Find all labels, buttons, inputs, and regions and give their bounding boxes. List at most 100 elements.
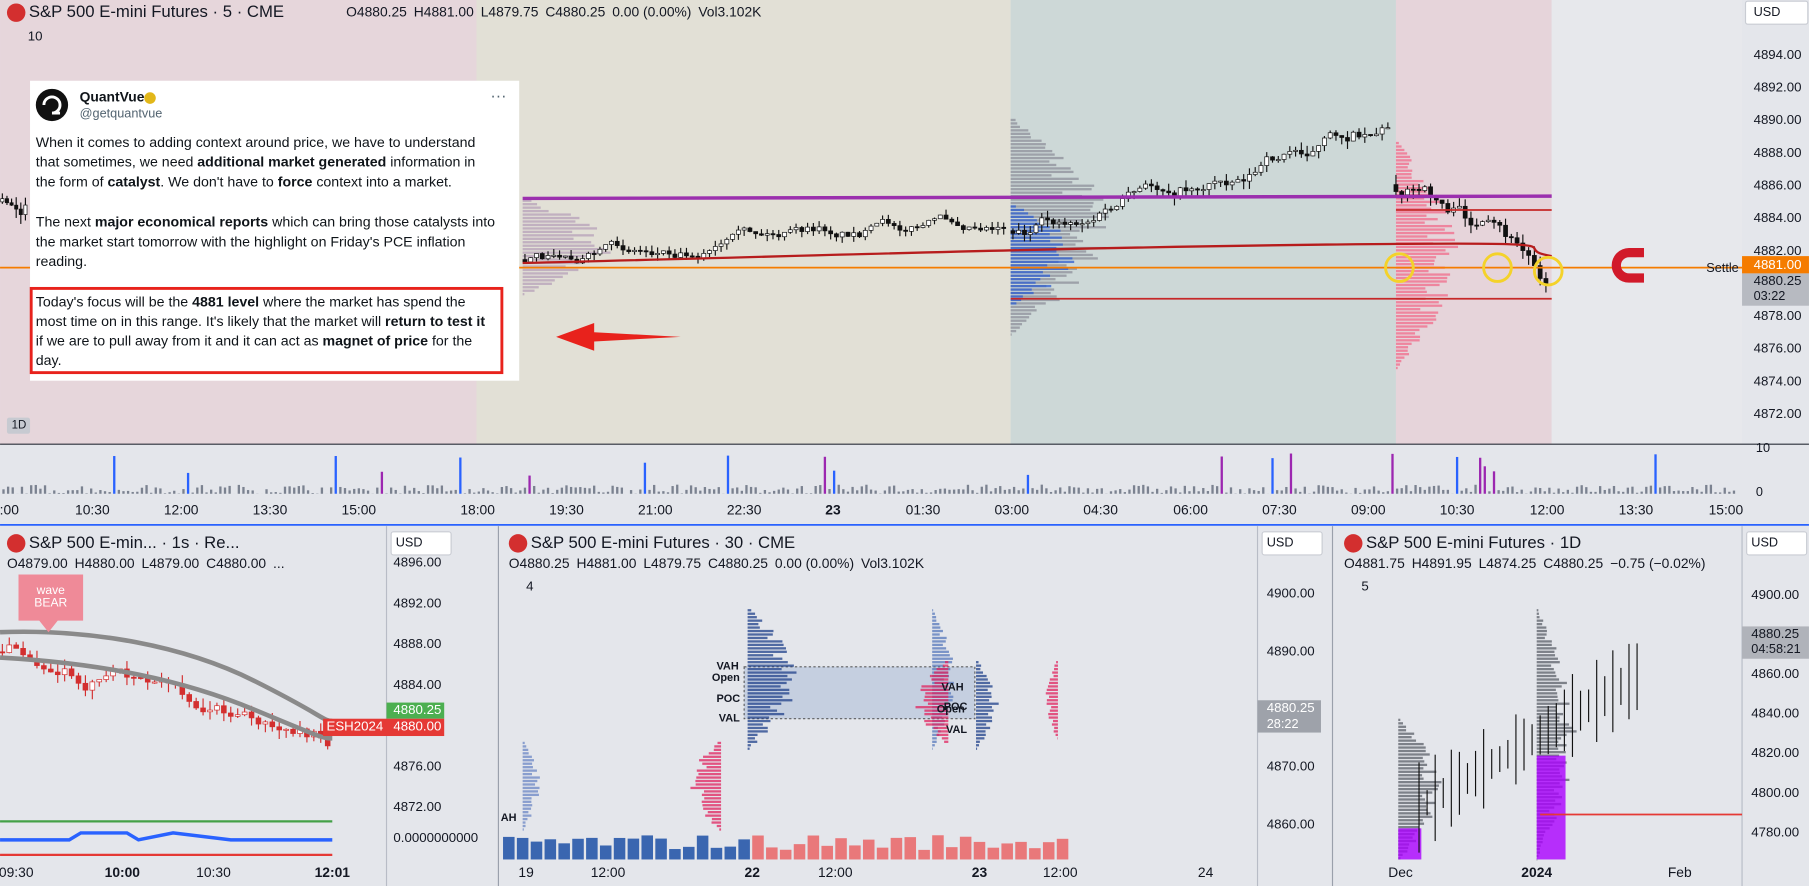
- profile-bar: [713, 748, 722, 752]
- candle-body: [799, 227, 805, 232]
- volume-bar: [1165, 490, 1168, 494]
- price-tick-label: 4840.00: [1751, 706, 1799, 721]
- profile-bar: [925, 723, 949, 726]
- profile-bar: [1046, 699, 1058, 702]
- profile-bar: [1010, 236, 1062, 239]
- profile-bar: [944, 740, 949, 743]
- profile-bar: [1010, 284, 1052, 288]
- candle-body: [586, 253, 591, 259]
- volume-bar: [482, 488, 485, 494]
- profile-bar: [1395, 335, 1421, 339]
- candle-body: [539, 253, 545, 260]
- profile-bar: [747, 699, 793, 702]
- volume-bar: [989, 491, 993, 494]
- profile-bar: [1010, 319, 1027, 322]
- candle-body: [1474, 224, 1480, 227]
- countdown: 03:22: [1754, 289, 1786, 303]
- profile-bar: [1398, 819, 1423, 822]
- symbol-price: 4880.00: [393, 718, 441, 733]
- volume-bar: [1100, 488, 1103, 494]
- time-tick-label: 10:30: [1440, 502, 1475, 518]
- volume-bar: [542, 489, 545, 494]
- volume-bar: [1677, 490, 1680, 494]
- profile-bar: [747, 622, 759, 626]
- volume-bar: [1132, 485, 1136, 494]
- volume-bar: [1169, 486, 1173, 494]
- profile-bar: [1010, 219, 1082, 222]
- volume-bar: [1119, 489, 1122, 494]
- profile-bar: [1536, 616, 1540, 619]
- profile-bar: [932, 650, 949, 653]
- tweet-segment: return to test it: [385, 314, 485, 330]
- candle-body: [96, 679, 103, 683]
- profile-bar: [522, 209, 549, 213]
- profile-bar: [1010, 271, 1043, 274]
- price-tick-label: 4890.00: [1267, 643, 1315, 658]
- tweet-segment: that sometimes, we need: [36, 154, 197, 170]
- volume-bar: [48, 493, 51, 494]
- volume-bar: [145, 485, 148, 494]
- more-menu[interactable]: ···: [490, 87, 506, 105]
- volume-bar: [666, 492, 670, 494]
- tweet-name: QuantVue: [80, 89, 145, 105]
- volume-bar: [1056, 838, 1069, 860]
- volume-bar: [1631, 486, 1634, 494]
- profile-bar: [1010, 291, 1034, 295]
- profile-bar: [696, 769, 722, 772]
- profile-bar: [522, 279, 555, 282]
- profile-bar: [1398, 798, 1426, 801]
- volume-bar: [530, 841, 543, 860]
- candle-body: [1322, 137, 1327, 146]
- volume-bar: [293, 487, 296, 494]
- volume-bar: [90, 488, 93, 494]
- volume-bar: [1183, 485, 1186, 494]
- profile-bar: [976, 730, 986, 733]
- profile-bar: [923, 699, 949, 702]
- profile-bar: [747, 706, 771, 709]
- volume-bar: [1354, 487, 1357, 494]
- candle-body: [1275, 159, 1281, 162]
- price-tick-label: 4872.00: [1754, 406, 1802, 421]
- profile-bar: [1048, 716, 1058, 719]
- ohlc-value: Vol3.102K: [698, 3, 762, 19]
- price-tick-label: 4860.00: [1751, 666, 1799, 681]
- volume-bar: [1691, 487, 1694, 494]
- volume-bar: [426, 485, 430, 494]
- profile-bar: [1536, 726, 1574, 730]
- candle-body: [759, 233, 764, 236]
- profile-bar: [1010, 281, 1036, 284]
- profile-bar: [522, 741, 525, 745]
- volume-bar: [1174, 488, 1177, 494]
- profile-bar: [1398, 767, 1424, 770]
- volume-bar: [1326, 486, 1330, 494]
- candle-body: [678, 252, 684, 258]
- volume-bar: [71, 490, 74, 494]
- profile-bar: [1536, 699, 1559, 702]
- volume-bar: [925, 492, 928, 494]
- volume-bar: [1705, 484, 1708, 494]
- volume-bar: [1557, 488, 1560, 494]
- volume-bar: [1728, 491, 1731, 494]
- tweet-segment: Today's focus will be the: [36, 294, 192, 310]
- time-tick-label: 06:00: [1173, 502, 1208, 518]
- volume-bar: [1012, 486, 1016, 494]
- volume-bar: [1091, 492, 1094, 494]
- profile-bar: [747, 657, 783, 660]
- profile-bar: [1536, 858, 1538, 861]
- candle-body: [851, 232, 857, 237]
- volume-bar: [574, 487, 577, 494]
- profile-bar: [1536, 633, 1547, 636]
- profile-label: AH: [501, 812, 517, 824]
- candle-body: [689, 255, 695, 258]
- profile-bar: [1395, 366, 1398, 370]
- volume-bar: [140, 487, 144, 494]
- price-tick-label: 4884.00: [1754, 210, 1802, 225]
- level-label-bg: [1742, 256, 1809, 274]
- volume-bar: [966, 484, 970, 494]
- avatar: [35, 88, 69, 122]
- volume-bar: [1400, 488, 1403, 494]
- volume-bar: [1029, 848, 1041, 860]
- currency-select[interactable]: [1744, 0, 1809, 25]
- candle-body: [234, 714, 241, 717]
- profile-bar: [1536, 685, 1562, 688]
